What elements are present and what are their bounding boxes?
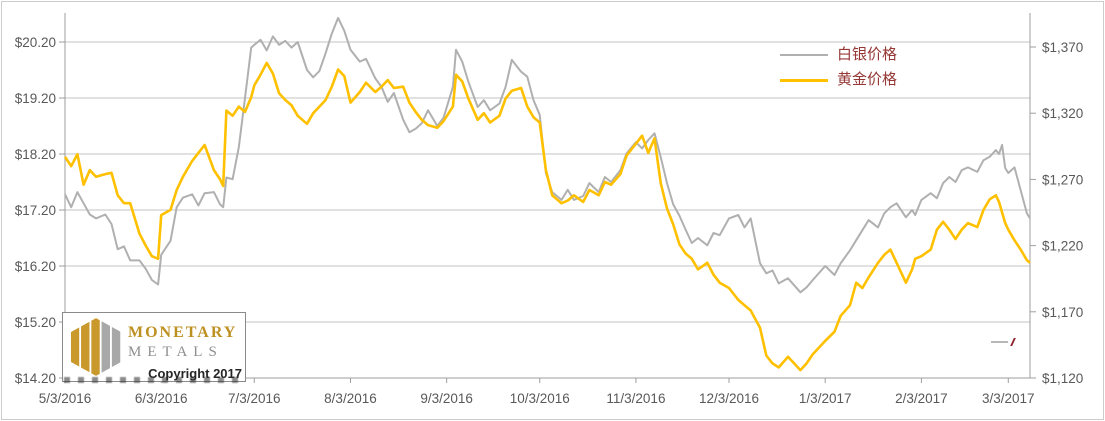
right-axis-label: $1,170	[1042, 305, 1083, 320]
stray-red-mark	[1005, 338, 1016, 346]
brand-metals: METALS	[128, 344, 223, 360]
right-axis-label: $1,320	[1042, 106, 1083, 121]
silver-price-line	[64, 16, 1031, 294]
right-axis-label: $1,370	[1042, 40, 1083, 55]
x-axis-label: 7/3/2016	[228, 391, 281, 406]
x-axis-label: 8/3/2016	[324, 391, 377, 406]
gold-line-swatch	[780, 78, 828, 82]
stray-dash	[991, 341, 1008, 343]
monetary-metals-watermark: MONETARY METALS Copyright 2017	[62, 312, 246, 382]
gold-price-line	[63, 61, 1031, 372]
left-axis-label: $19.20	[15, 91, 56, 106]
legend-item-silver: 白银价格	[780, 46, 897, 64]
legend-label-silver: 白银价格	[837, 46, 898, 63]
compression-artifact	[64, 377, 242, 383]
left-axis-label: $14.20	[15, 371, 56, 386]
x-axis-label: 10/3/2016	[510, 391, 570, 406]
x-axis-label: 5/3/2016	[39, 391, 92, 406]
x-axis-label: 11/3/2016	[606, 391, 665, 406]
hexagon-bars-logo-icon	[70, 318, 121, 376]
left-axis-label: $17.20	[15, 203, 56, 218]
x-axis-label: 9/3/2016	[420, 391, 473, 406]
right-axis-label: $1,120	[1042, 371, 1083, 386]
silver-line-swatch	[780, 54, 828, 56]
right-axis-label: $1,270	[1042, 172, 1083, 187]
brand-monetary: MONETARY	[128, 324, 238, 341]
left-axis-label: $15.20	[15, 315, 56, 330]
left-axis-label: $20.20	[15, 35, 56, 50]
stray-legend-artifact	[991, 338, 1017, 347]
legend: 白银价格 黄金价格	[780, 46, 897, 89]
legend-item-gold: 黄金价格	[780, 71, 897, 89]
legend-label-gold: 黄金价格	[837, 71, 898, 88]
x-axis-label: 6/3/2016	[135, 391, 188, 406]
x-axis-label: 2/3/2017	[895, 391, 948, 406]
right-axis-label: $1,220	[1042, 239, 1083, 254]
left-axis-label: $18.20	[15, 147, 56, 162]
x-axis-label: 12/3/2016	[699, 391, 759, 406]
x-axis-label: 3/3/2017	[982, 391, 1035, 406]
x-axis-label: 1/3/2017	[799, 391, 852, 406]
left-axis-label: $16.20	[15, 259, 56, 274]
